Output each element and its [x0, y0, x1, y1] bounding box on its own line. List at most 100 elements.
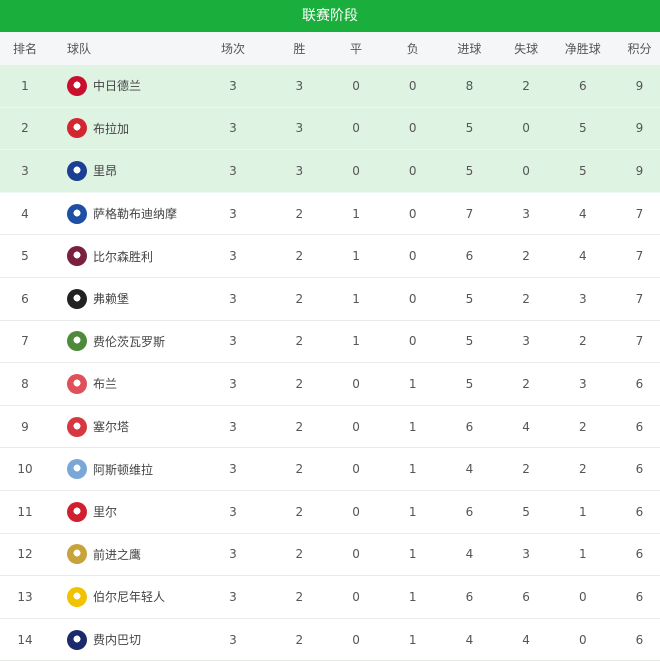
goals-against: 3 — [522, 206, 530, 221]
wins: 2 — [295, 547, 304, 562]
goal-diff: 6 — [578, 78, 587, 93]
draws: 1 — [352, 291, 360, 306]
header-goals-against[interactable]: 失球 — [514, 42, 539, 56]
table-row[interactable]: 8 布兰 3 2 0 1 5 2 3 6 — [0, 363, 660, 406]
header-goal-diff[interactable]: 净胜球 — [564, 42, 601, 56]
goal-diff: 2 — [578, 419, 587, 434]
wins: 3 — [295, 163, 304, 178]
team-cell[interactable]: 布拉加 — [50, 118, 205, 139]
goal-diff: 2 — [578, 334, 587, 349]
team-cell[interactable]: 里尔 — [50, 501, 205, 522]
lille-crest-icon — [67, 501, 87, 522]
table-row[interactable]: 6 弗赖堡 3 2 1 0 5 2 3 7 — [0, 278, 660, 321]
header-rank[interactable]: 排名 — [12, 42, 37, 56]
team-cell[interactable]: 中日德兰 — [50, 75, 205, 96]
rank: 2 — [21, 121, 29, 136]
goals-for: 8 — [465, 78, 474, 93]
draws: 1 — [352, 206, 360, 221]
losses: 0 — [408, 249, 417, 264]
played: 3 — [229, 249, 237, 264]
team-cell[interactable]: 布兰 — [50, 373, 205, 394]
team-cell[interactable]: 弗赖堡 — [50, 288, 205, 309]
points: 7 — [635, 291, 644, 306]
points: 6 — [635, 504, 644, 519]
team-cell[interactable]: 前进之鹰 — [50, 544, 205, 565]
header-points[interactable]: 积分 — [627, 42, 652, 56]
played: 3 — [229, 376, 237, 391]
team-cell[interactable]: 塞尔塔 — [50, 416, 205, 437]
brann-crest-icon — [67, 373, 87, 394]
losses: 0 — [408, 206, 417, 221]
midtjylland-crest-icon — [67, 75, 87, 96]
losses: 1 — [408, 504, 417, 519]
points: 6 — [635, 376, 644, 391]
losses: 1 — [408, 462, 417, 477]
wins: 3 — [295, 78, 304, 93]
wins: 2 — [295, 589, 304, 604]
viktoria-plzen-crest-icon — [67, 246, 87, 267]
rank: 3 — [21, 163, 29, 178]
goal-diff: 0 — [578, 632, 587, 647]
table-row[interactable]: 5 比尔森胜利 3 2 1 0 6 2 4 7 — [0, 235, 660, 278]
goals-for: 7 — [465, 206, 474, 221]
team-name: 里尔 — [93, 505, 118, 520]
rank: 4 — [21, 206, 29, 221]
table-row[interactable]: 1 中日德兰 3 3 0 0 8 2 6 9 — [0, 65, 660, 108]
points: 6 — [635, 632, 644, 647]
goals-for: 5 — [465, 163, 474, 178]
page-title: 联赛阶段 — [0, 0, 660, 32]
table-row[interactable]: 10 阿斯顿维拉 3 2 0 1 4 2 2 6 — [0, 448, 660, 491]
table-row[interactable]: 3 里昂 3 3 0 0 5 0 5 9 — [0, 150, 660, 193]
freiburg-crest-icon — [67, 288, 87, 309]
go-ahead-eagles-crest-icon — [67, 544, 87, 565]
played: 3 — [229, 504, 237, 519]
young-boys-crest-icon — [67, 586, 87, 607]
team-cell[interactable]: 萨格勒布迪纳摩 — [50, 203, 205, 224]
draws: 0 — [352, 78, 360, 93]
goals-for: 4 — [465, 632, 474, 647]
header-losses[interactable]: 负 — [406, 42, 419, 56]
team-cell[interactable]: 里昂 — [50, 160, 205, 181]
header-played[interactable]: 场次 — [220, 42, 245, 56]
points: 6 — [635, 419, 644, 434]
goals-for: 5 — [465, 376, 474, 391]
table-row[interactable]: 9 塞尔塔 3 2 0 1 6 4 2 6 — [0, 406, 660, 449]
losses: 0 — [408, 121, 417, 136]
table-row[interactable]: 12 前进之鹰 3 2 0 1 4 3 1 6 — [0, 534, 660, 577]
goal-diff: 3 — [578, 291, 587, 306]
goals-for: 6 — [465, 249, 474, 264]
team-cell[interactable]: 费伦茨瓦罗斯 — [50, 331, 205, 352]
team-cell[interactable]: 伯尔尼年轻人 — [50, 586, 205, 607]
team-cell[interactable]: 费内巴切 — [50, 629, 205, 650]
wins: 2 — [295, 249, 304, 264]
team-cell[interactable]: 比尔森胜利 — [50, 246, 205, 267]
table-row[interactable]: 4 萨格勒布迪纳摩 3 2 1 0 7 3 4 7 — [0, 193, 660, 236]
points: 9 — [635, 121, 644, 136]
table-row[interactable]: 7 费伦茨瓦罗斯 3 2 1 0 5 3 2 7 — [0, 321, 660, 364]
points: 7 — [635, 249, 644, 264]
header-draws[interactable]: 平 — [350, 42, 363, 56]
header-goals-for[interactable]: 进球 — [457, 42, 482, 56]
goals-against: 3 — [522, 547, 530, 562]
goals-against: 2 — [522, 462, 530, 477]
team-name: 中日德兰 — [93, 79, 142, 94]
points: 7 — [635, 334, 644, 349]
table-row[interactable]: 11 里尔 3 2 0 1 6 5 1 6 — [0, 491, 660, 534]
goal-diff: 3 — [578, 376, 587, 391]
goals-for: 5 — [465, 121, 474, 136]
header-team[interactable]: 球队 — [67, 42, 92, 56]
team-name: 布兰 — [93, 377, 118, 392]
goals-for: 6 — [465, 504, 474, 519]
table-row[interactable]: 2 布拉加 3 3 0 0 5 0 5 9 — [0, 107, 660, 151]
goal-diff: 5 — [578, 163, 587, 178]
goal-diff: 1 — [578, 504, 587, 519]
played: 3 — [229, 589, 237, 604]
table-row[interactable]: 14 费内巴切 3 2 0 1 4 4 0 6 — [0, 619, 660, 661]
table-row[interactable]: 13 伯尔尼年轻人 3 2 0 1 6 6 0 6 — [0, 576, 660, 619]
goals-for: 4 — [465, 547, 474, 562]
played: 3 — [229, 632, 237, 647]
header-wins[interactable]: 胜 — [293, 42, 306, 56]
goals-against: 2 — [522, 249, 530, 264]
goals-against: 4 — [522, 419, 530, 434]
team-cell[interactable]: 阿斯顿维拉 — [50, 459, 205, 480]
